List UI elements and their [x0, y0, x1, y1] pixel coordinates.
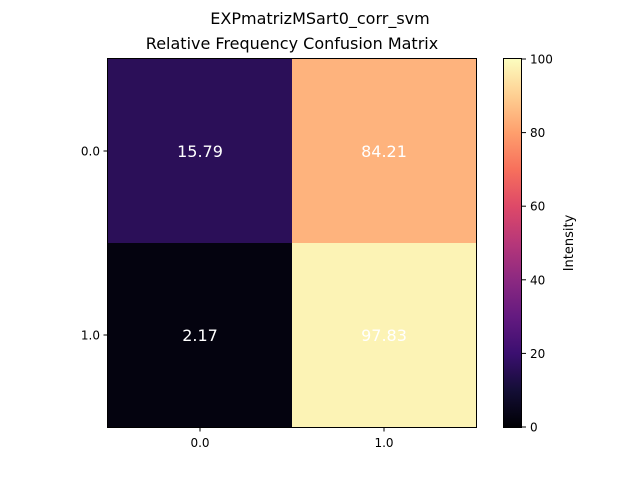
- colorbar-tick-label: 40: [530, 273, 545, 287]
- colorbar-frame: [503, 58, 522, 428]
- y-tick-label: 0.0: [81, 145, 100, 159]
- colorbar-tick-label: 20: [530, 347, 545, 361]
- heatmap-cell-1-1: [292, 243, 476, 427]
- colorbar-tick-label: 0: [530, 421, 538, 435]
- y-axis: 0.0 1.0: [81, 145, 108, 343]
- cell-label-0-1: 84.21: [361, 142, 407, 161]
- cell-label-1-0: 2.17: [182, 326, 218, 345]
- y-tick-label: 1.0: [81, 329, 100, 343]
- colorbar: [503, 59, 522, 427]
- colorbar-axis: 0 20 40 60 80 100: [522, 53, 553, 435]
- cell-annotations: 15.79 84.21 2.17 97.83: [177, 142, 407, 345]
- x-tick-label: 1.0: [374, 436, 393, 450]
- colorbar-tick-label: 60: [530, 200, 545, 214]
- colorbar-tick-label: 100: [530, 53, 553, 67]
- heatmap-cell-0-1: [292, 59, 476, 243]
- colorbar-tick-label: 80: [530, 126, 545, 140]
- cell-label-0-0: 15.79: [177, 142, 223, 161]
- x-axis: 0.0 1.0: [190, 427, 394, 450]
- chart-title: Relative Frequency Confusion Matrix: [146, 34, 438, 53]
- heatmap-frame: [107, 58, 477, 428]
- x-tick-label: 0.0: [190, 436, 209, 450]
- colorbar-label: Intensity: [562, 214, 577, 271]
- cell-label-1-1: 97.83: [361, 326, 407, 345]
- figure-suptitle: EXPmatrizMSart0_corr_svm: [210, 9, 429, 29]
- heatmap-cells: [108, 59, 476, 427]
- heatmap-cell-1-0: [108, 243, 292, 427]
- heatmap-cell-0-0: [108, 59, 292, 243]
